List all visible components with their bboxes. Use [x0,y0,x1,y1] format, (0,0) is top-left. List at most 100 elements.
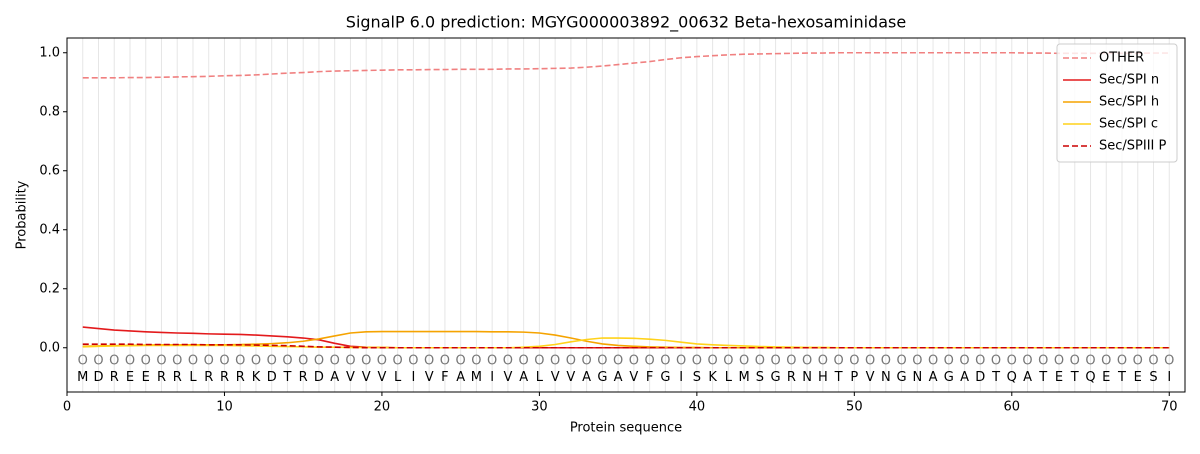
y-tick-label: 0.2 [39,281,60,296]
state-label: O [109,354,119,369]
residue-label: V [629,370,638,385]
state-label: O [456,354,466,369]
state-label: O [613,354,623,369]
y-tick-label: 0.6 [39,163,60,178]
state-label: O [928,354,938,369]
state-label: O [377,354,387,369]
state-label: O [298,354,308,369]
y-axis-label: Probability [15,180,30,249]
residue-label: V [346,370,355,385]
legend-label: Sec/SPI c [1099,117,1158,132]
residue-label: V [425,370,434,385]
state-label: O [1070,354,1080,369]
residue-label: H [818,370,828,385]
residue-label: S [1149,370,1157,385]
x-tick-label: 70 [1161,400,1178,415]
residue-label: R [299,370,308,385]
y-tick-label: 0.0 [39,340,60,355]
state-label: O [1133,354,1143,369]
residue-label: G [771,370,781,385]
state-label: O [865,354,875,369]
residue-label: V [551,370,560,385]
state-label: O [582,354,592,369]
y-tick-label: 0.8 [39,104,60,119]
residue-label: L [394,370,402,385]
residue-label: E [126,370,134,385]
state-label: O [975,354,985,369]
state-label: O [408,354,418,369]
state-label: O [944,354,954,369]
state-label: O [723,354,733,369]
residue-label: D [267,370,277,385]
state-label: O [818,354,828,369]
state-label: O [959,354,969,369]
state-label: O [833,354,843,369]
residue-label: K [252,370,261,385]
state-label: O [692,354,702,369]
x-tick-label: 0 [63,400,71,415]
state-label: O [1038,354,1048,369]
y-tick-label: 1.0 [39,45,60,60]
residue-label: L [725,370,733,385]
state-label: O [1164,354,1174,369]
state-label: O [503,354,513,369]
residue-label: T [1038,370,1047,385]
state-label: O [1117,354,1127,369]
legend-box [1056,43,1178,163]
state-label: O [629,354,639,369]
residue-label: I [490,370,494,385]
state-label: O [188,354,198,369]
residue-label: P [850,370,858,385]
residue-label: A [960,370,969,385]
state-label: O [566,354,576,369]
x-tick-label: 50 [846,400,863,415]
residue-label: I [679,370,683,385]
residue-label: N [881,370,891,385]
state-label: O [597,354,607,369]
residue-label: E [1134,370,1142,385]
residue-label: R [110,370,119,385]
state-label: O [219,354,229,369]
state-label: O [645,354,655,369]
residue-label: K [708,370,717,385]
x-tick-label: 60 [1004,400,1021,415]
y-tick-label: 0.4 [39,222,60,237]
x-tick-label: 30 [531,400,548,415]
state-label: O [1101,354,1111,369]
residue-label: D [314,370,324,385]
residue-label: I [412,370,416,385]
residue-label: A [929,370,938,385]
residue-label: A [614,370,623,385]
x-axis-label: Protein sequence [570,421,682,436]
state-label: O [393,354,403,369]
chart-title: SignalP 6.0 prediction: MGYG000003892_00… [346,13,906,33]
state-label: O [141,354,151,369]
state-label: O [896,354,906,369]
x-tick-label: 40 [689,400,706,415]
state-label: O [93,354,103,369]
x-tick-label: 20 [374,400,391,415]
residue-label: V [566,370,575,385]
series-line [82,343,1170,349]
residue-label: T [1070,370,1079,385]
legend-label: Sec/SPIII P [1099,139,1167,154]
residue-label: E [1102,370,1110,385]
state-label: O [739,354,749,369]
residue-label: N [912,370,922,385]
residue-label: A [330,370,339,385]
legend-label: Sec/SPI h [1099,95,1159,110]
state-label: O [849,354,859,369]
x-tick-label: 10 [216,400,233,415]
residue-label: M [77,370,88,385]
residue-label: R [787,370,796,385]
state-label: O [1007,354,1017,369]
residue-label: R [220,370,229,385]
state-label: O [361,354,371,369]
residue-label: A [582,370,591,385]
legend: OTHER Sec/SPI n Sec/SPI h Sec/SPI c Sec/SPII… [1056,43,1178,163]
legend-label: Sec/SPI n [1099,73,1159,88]
residue-label: E [142,370,150,385]
residue-label: G [897,370,907,385]
